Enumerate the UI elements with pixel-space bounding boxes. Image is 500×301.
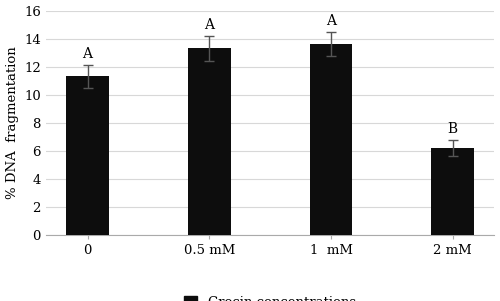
Bar (66, 76, 109, 235)
Bar (310, 44, 352, 235)
Legend: Crocin concentrations: Crocin concentrations (179, 291, 362, 301)
Text: A: A (326, 14, 336, 28)
Text: A: A (204, 17, 214, 32)
Y-axis label: % DNA  fragmentation: % DNA fragmentation (6, 46, 18, 199)
Bar (188, 48, 230, 235)
Bar (432, 148, 474, 235)
Text: B: B (448, 122, 458, 136)
Text: A: A (82, 47, 92, 61)
